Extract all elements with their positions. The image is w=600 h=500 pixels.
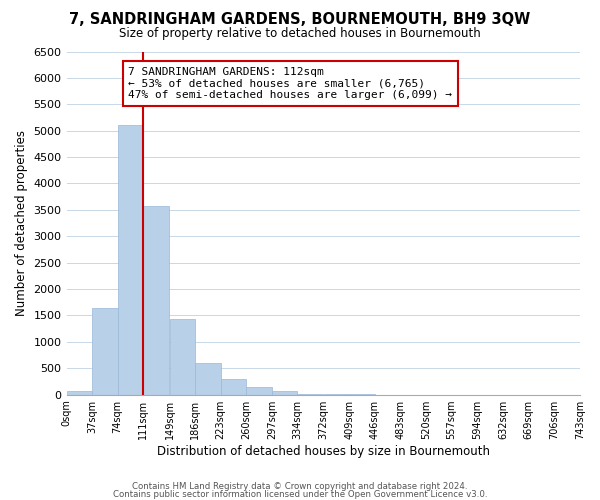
Text: Contains HM Land Registry data © Crown copyright and database right 2024.: Contains HM Land Registry data © Crown c… — [132, 482, 468, 491]
Text: Size of property relative to detached houses in Bournemouth: Size of property relative to detached ho… — [119, 28, 481, 40]
Bar — [195, 364, 221, 394]
Bar — [92, 308, 118, 394]
Bar — [143, 206, 169, 394]
Bar — [221, 378, 246, 394]
X-axis label: Distribution of detached houses by size in Bournemouth: Distribution of detached houses by size … — [157, 444, 490, 458]
Y-axis label: Number of detached properties: Number of detached properties — [15, 130, 28, 316]
Bar — [118, 126, 143, 394]
Text: Contains public sector information licensed under the Open Government Licence v3: Contains public sector information licen… — [113, 490, 487, 499]
Bar — [170, 319, 195, 394]
Bar — [246, 387, 272, 394]
Bar — [272, 390, 298, 394]
Text: 7, SANDRINGHAM GARDENS, BOURNEMOUTH, BH9 3QW: 7, SANDRINGHAM GARDENS, BOURNEMOUTH, BH9… — [70, 12, 530, 28]
Text: 7 SANDRINGHAM GARDENS: 112sqm
← 53% of detached houses are smaller (6,765)
47% o: 7 SANDRINGHAM GARDENS: 112sqm ← 53% of d… — [128, 67, 452, 100]
Bar — [67, 392, 92, 394]
